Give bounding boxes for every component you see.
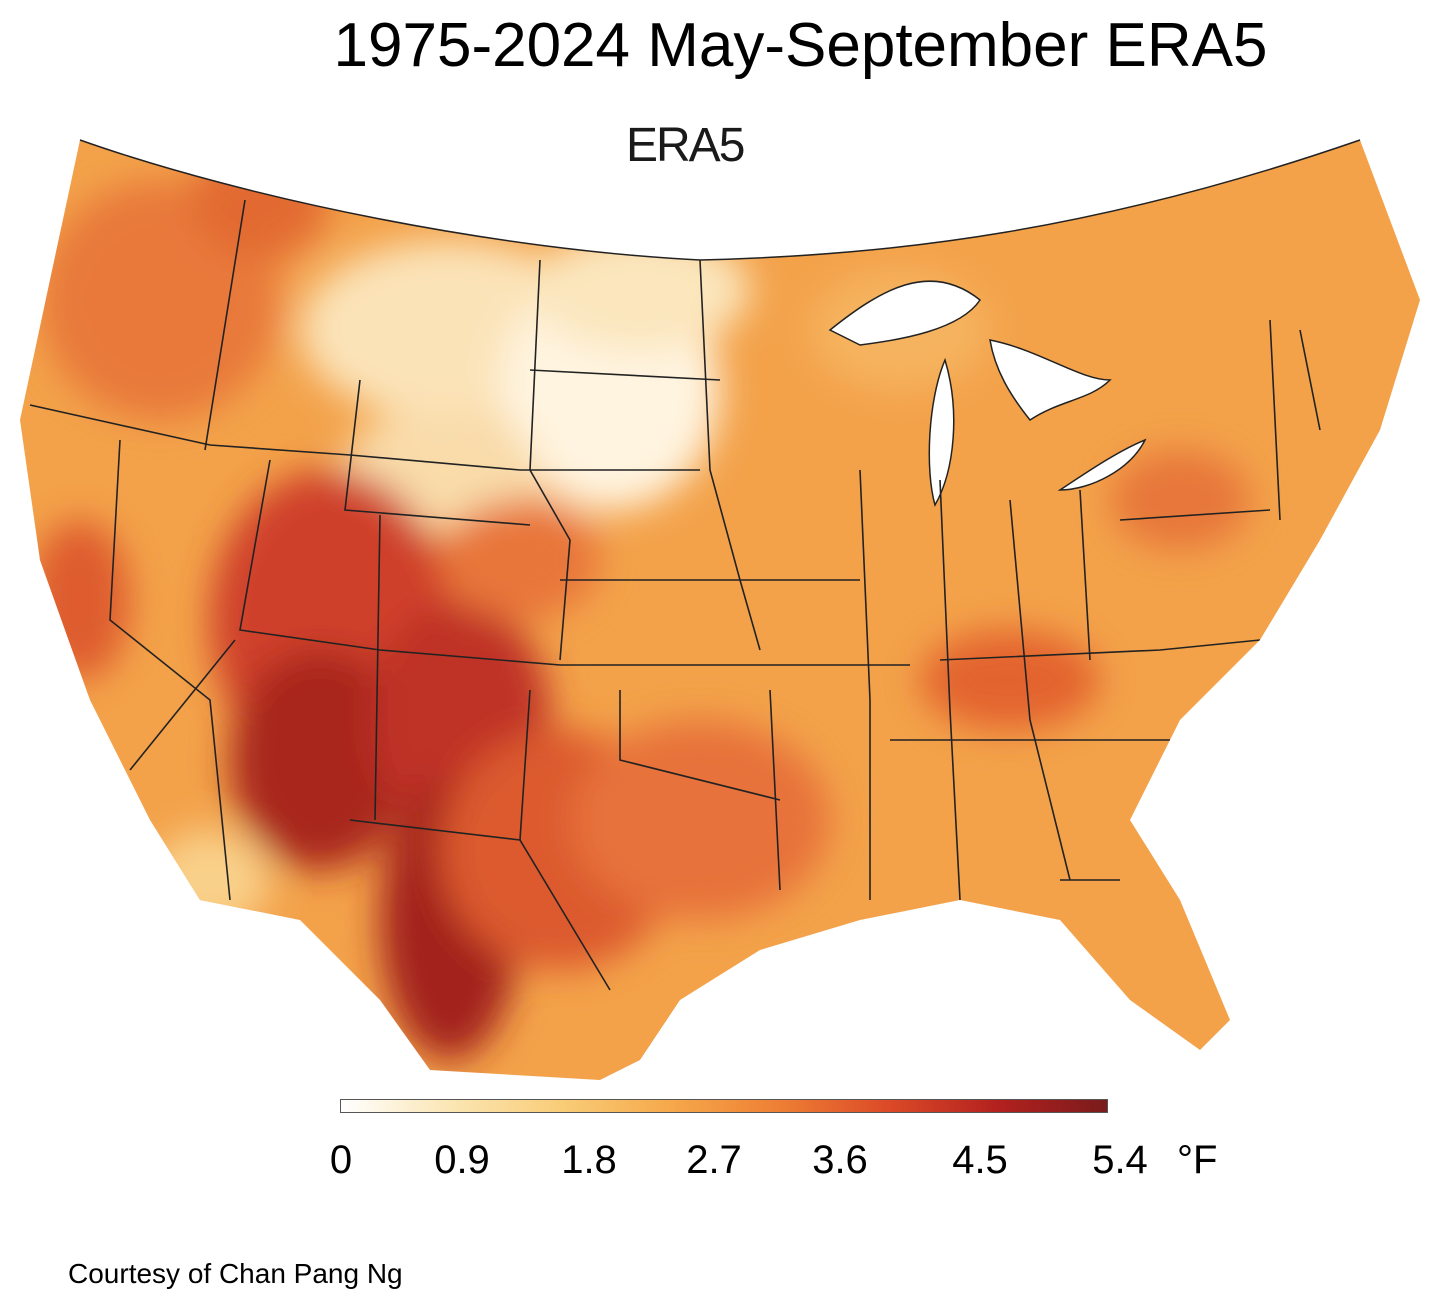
colorbar-unit: °F <box>1177 1138 1218 1182</box>
colorbar-ticks: 0 0.9 1.8 2.7 3.6 4.5 5.4 <box>0 1138 1456 1188</box>
colorbar-tick: 1.8 <box>561 1138 617 1182</box>
colorbar-tick: 0.9 <box>434 1138 490 1182</box>
map-label: ERA5 <box>626 119 745 172</box>
state-borders <box>29 199 1321 991</box>
northern-border <box>79 139 1361 261</box>
colorbar-tick: 0 <box>329 1138 353 1182</box>
warming-map <box>20 139 1420 1080</box>
colorbar <box>340 1099 1108 1113</box>
temperature-field <box>20 140 1420 1080</box>
colorbar-tick: 2.7 <box>686 1138 742 1182</box>
colorbar-tick: 4.5 <box>952 1138 1008 1182</box>
credit-line: Courtesy of Chan Pang Ng <box>68 1258 403 1289</box>
chart-title: 1975-2024 May-September ERA5 <box>333 11 1268 80</box>
colorbar-tick: 5.4 <box>1092 1138 1148 1182</box>
colorbar-tick: 3.6 <box>812 1138 868 1182</box>
great-lakes <box>828 280 1147 507</box>
